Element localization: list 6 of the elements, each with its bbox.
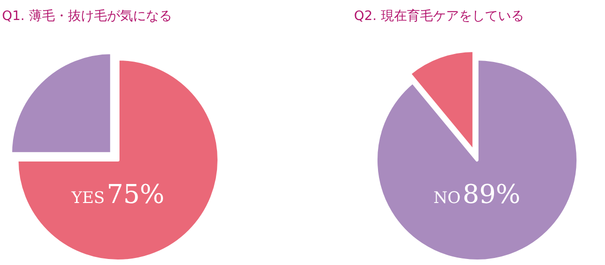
data-label: 75% [106,180,164,210]
chart-title: Q1. 薄毛・抜け毛が気になる [2,9,172,24]
slice-label: NO [434,188,461,207]
data-label: 89% [462,180,520,210]
chart-title: Q2. 現在育毛ケアをしている [354,8,524,24]
slice-label: YES [70,188,105,207]
